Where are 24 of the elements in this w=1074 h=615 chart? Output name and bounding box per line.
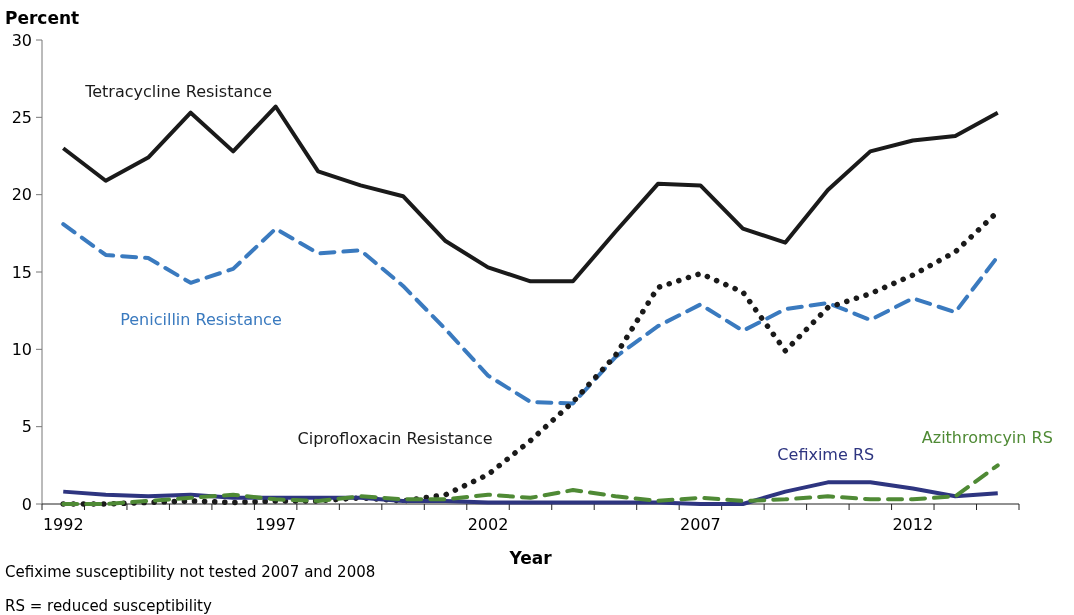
y-tick-label: 0 [21,494,32,514]
series-label: Cefixime RS [777,444,875,464]
series-label: Tetracycline Resistance [84,81,272,101]
text: Penicillin Resistance [120,310,282,330]
x-axis-title: Year [508,548,553,568]
y-tick-label: 20 [11,185,32,205]
y-tick-label: 30 [11,30,32,50]
y-tick-label: 5 [21,417,32,437]
x-tick-label: 2002 [467,515,509,534]
y-axis-title: Percent [5,8,80,28]
x-tick-label: 1997 [255,515,296,534]
x-tick-label: 2007 [680,515,721,534]
y-tick-label: 10 [11,339,32,359]
x-tick-label: 2012 [892,515,934,534]
text: Cefixime susceptibility not tested 2007 and 2008 [5,563,376,581]
text: RS = reduced susceptibility [5,597,212,615]
y-tick-label: 25 [11,107,32,127]
line-series [61,104,1000,284]
line-series [61,463,1000,506]
series-label: Azithromcyin RS [921,428,1053,448]
series-label: Ciprofloxacin Resistance [297,428,493,448]
x-tick-label: 1992 [42,515,84,534]
line-series [61,222,1000,406]
y-tick-label: 15 [11,262,32,282]
